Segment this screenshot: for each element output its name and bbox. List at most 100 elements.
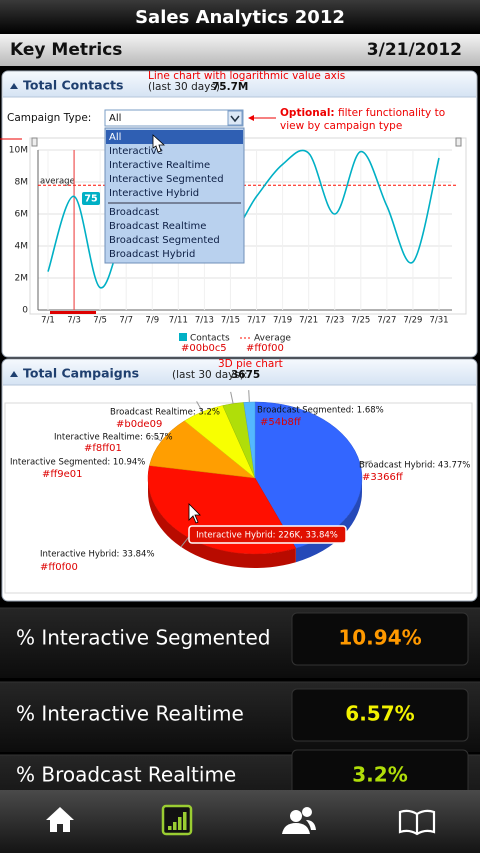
metric-box (291, 612, 469, 666)
slice-label: Interactive Hybrid: 33.84% (40, 550, 155, 560)
panel-subtitle: (last 30 days): (148, 81, 224, 93)
dropdown-option[interactable]: Broadcast Hybrid (109, 249, 195, 260)
chart-icon-bar (168, 826, 172, 830)
metric-value: 3.2% (352, 763, 407, 787)
date: 3/21/2012 (367, 40, 462, 60)
dropdown-option[interactable]: Broadcast Realtime (109, 221, 206, 232)
collapse-icon[interactable] (10, 83, 18, 89)
color-annotation: #ff9e01 (42, 469, 83, 480)
panel-header (3, 360, 476, 385)
people-icon[interactable] (282, 807, 316, 834)
pie-slice (149, 420, 256, 479)
legend-swatch (179, 333, 187, 341)
nav-bar (0, 790, 480, 853)
x-tick-label: 7/25 (351, 316, 370, 326)
chart-icon-bar (183, 812, 187, 830)
metric-value: 10.94% (338, 626, 421, 650)
dropdown (104, 127, 245, 264)
x-tick-label: 7/27 (377, 316, 396, 326)
legend-label: Contacts (190, 334, 230, 344)
leader-line (359, 460, 372, 464)
annotation: filter functionality to (338, 107, 445, 119)
x-tick-label: 7/17 (247, 316, 266, 326)
title-bar (0, 0, 480, 34)
color-annotation: #ff0f00 (40, 562, 78, 573)
option-highlight (106, 130, 243, 144)
chart-icon-frame[interactable] (161, 804, 193, 836)
select-arrow[interactable] (227, 110, 243, 126)
select-value: All (109, 113, 121, 124)
color-annotation: #ff0f00 (246, 343, 284, 354)
pie-side (148, 478, 296, 569)
scroll-handle[interactable] (31, 137, 38, 147)
panel-title: Total Contacts (23, 78, 123, 93)
panel-subtitle: (last 30 days): (172, 369, 248, 381)
y-tick-label: 10M (9, 146, 28, 156)
legend-label: Average (254, 334, 291, 344)
scroll-handle[interactable] (455, 137, 462, 147)
y-tick-label: 6M (15, 210, 29, 220)
leader-line (248, 390, 250, 403)
annotation: 3D pie chart (218, 358, 283, 370)
leader-line (150, 434, 162, 442)
home-icon[interactable] (46, 807, 74, 832)
dropdown-option[interactable]: Broadcast (109, 207, 159, 218)
x-tick-label: 7/11 (169, 316, 188, 326)
panel-total: 75.7M (212, 81, 248, 93)
x-tick-label: 7/13 (195, 316, 214, 326)
color-annotation: #f8ff01 (84, 443, 122, 454)
tooltip (82, 192, 100, 205)
tooltip (188, 525, 347, 544)
metric-value: 6.57% (345, 702, 414, 726)
color-annotation: #b0de09 (116, 419, 162, 430)
slice-label: Broadcast Realtime: 3.2% (110, 408, 220, 418)
panel-title: Total Campaigns (23, 366, 139, 381)
tooltip-text: Interactive Hybrid: 226K, 33.84% (196, 531, 338, 541)
y-tick-label: 4M (15, 242, 29, 252)
collapse-icon[interactable] (10, 371, 18, 377)
x-tick-label: 7/31 (429, 316, 448, 326)
annotation: Line chart with logarithmic value axis (148, 70, 345, 82)
annotation-lead: Optional: (280, 107, 335, 119)
scroll-bar (50, 311, 96, 314)
dropdown-option[interactable]: Interactive Segmented (109, 174, 224, 185)
x-tick-label: 7/19 (273, 316, 292, 326)
x-tick-label: 7/29 (403, 316, 422, 326)
dropdown-option[interactable]: Interactive (109, 146, 163, 157)
plot-frame (29, 137, 467, 315)
hand-cursor (152, 134, 166, 153)
x-tick-label: 7/21 (299, 316, 318, 326)
metric-label: % Interactive Realtime (16, 702, 244, 726)
slice-label: Broadcast Hybrid: 43.77% (359, 461, 470, 471)
dropdown-option[interactable]: Interactive Hybrid (109, 188, 199, 199)
chart-icon-bar (173, 822, 177, 830)
section-title: Key Metrics (10, 40, 122, 60)
leader-line (196, 401, 203, 413)
select[interactable] (104, 109, 244, 127)
leader-line (230, 391, 234, 404)
x-tick-label: 7/5 (93, 316, 107, 326)
pie-side (295, 478, 362, 563)
chart-icon-bar (178, 817, 182, 830)
section-bar (0, 34, 480, 66)
panel-total: 3675 (231, 369, 260, 381)
color-annotation: #3366ff (362, 472, 404, 483)
tooltip-text: 75 (84, 194, 97, 205)
annotation: view by campaign type (280, 120, 402, 132)
dropdown-option[interactable]: Broadcast Segmented (109, 235, 220, 246)
metric-label: % Broadcast Realtime (16, 763, 236, 787)
slice-label: Interactive Segmented: 10.94% (10, 458, 145, 468)
book-icon[interactable] (398, 809, 436, 836)
average-label: average (40, 177, 75, 187)
filter-label: Campaign Type: (7, 112, 91, 124)
x-tick-label: 7/1 (41, 316, 55, 326)
color-annotation: #00b0c5 (181, 343, 227, 354)
dropdown-option[interactable]: All (109, 132, 121, 143)
dropdown-option[interactable]: Interactive Realtime (109, 160, 210, 171)
metric-box (291, 688, 469, 742)
mouse-cursor (188, 503, 201, 524)
metric-label: % Interactive Segmented (16, 626, 270, 650)
slice-label: Interactive Realtime: 6.57% (54, 433, 173, 443)
y-tick-label: 0 (22, 306, 28, 316)
